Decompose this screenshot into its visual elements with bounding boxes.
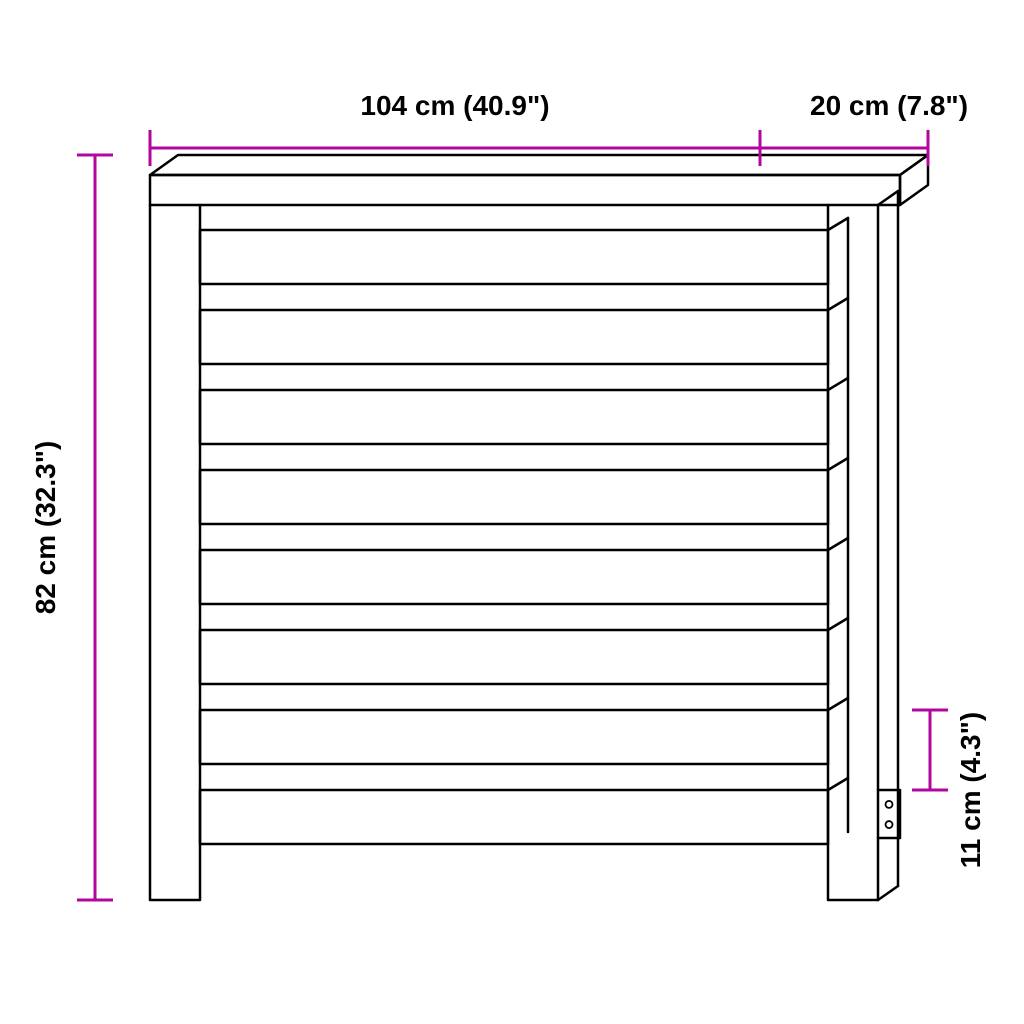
dimension-height-label: 82 cm (32.3") — [30, 441, 61, 615]
dimension-depth-label: 20 cm (7.8") — [810, 90, 968, 121]
dimension-width-label: 104 cm (40.9") — [360, 90, 549, 121]
dimension-gap-label: 11 cm (4.3") — [955, 712, 986, 868]
dimension-lines: 104 cm (40.9") 20 cm (7.8") 82 cm (32.3") 1… — [30, 90, 986, 900]
furniture-outline — [150, 155, 928, 900]
